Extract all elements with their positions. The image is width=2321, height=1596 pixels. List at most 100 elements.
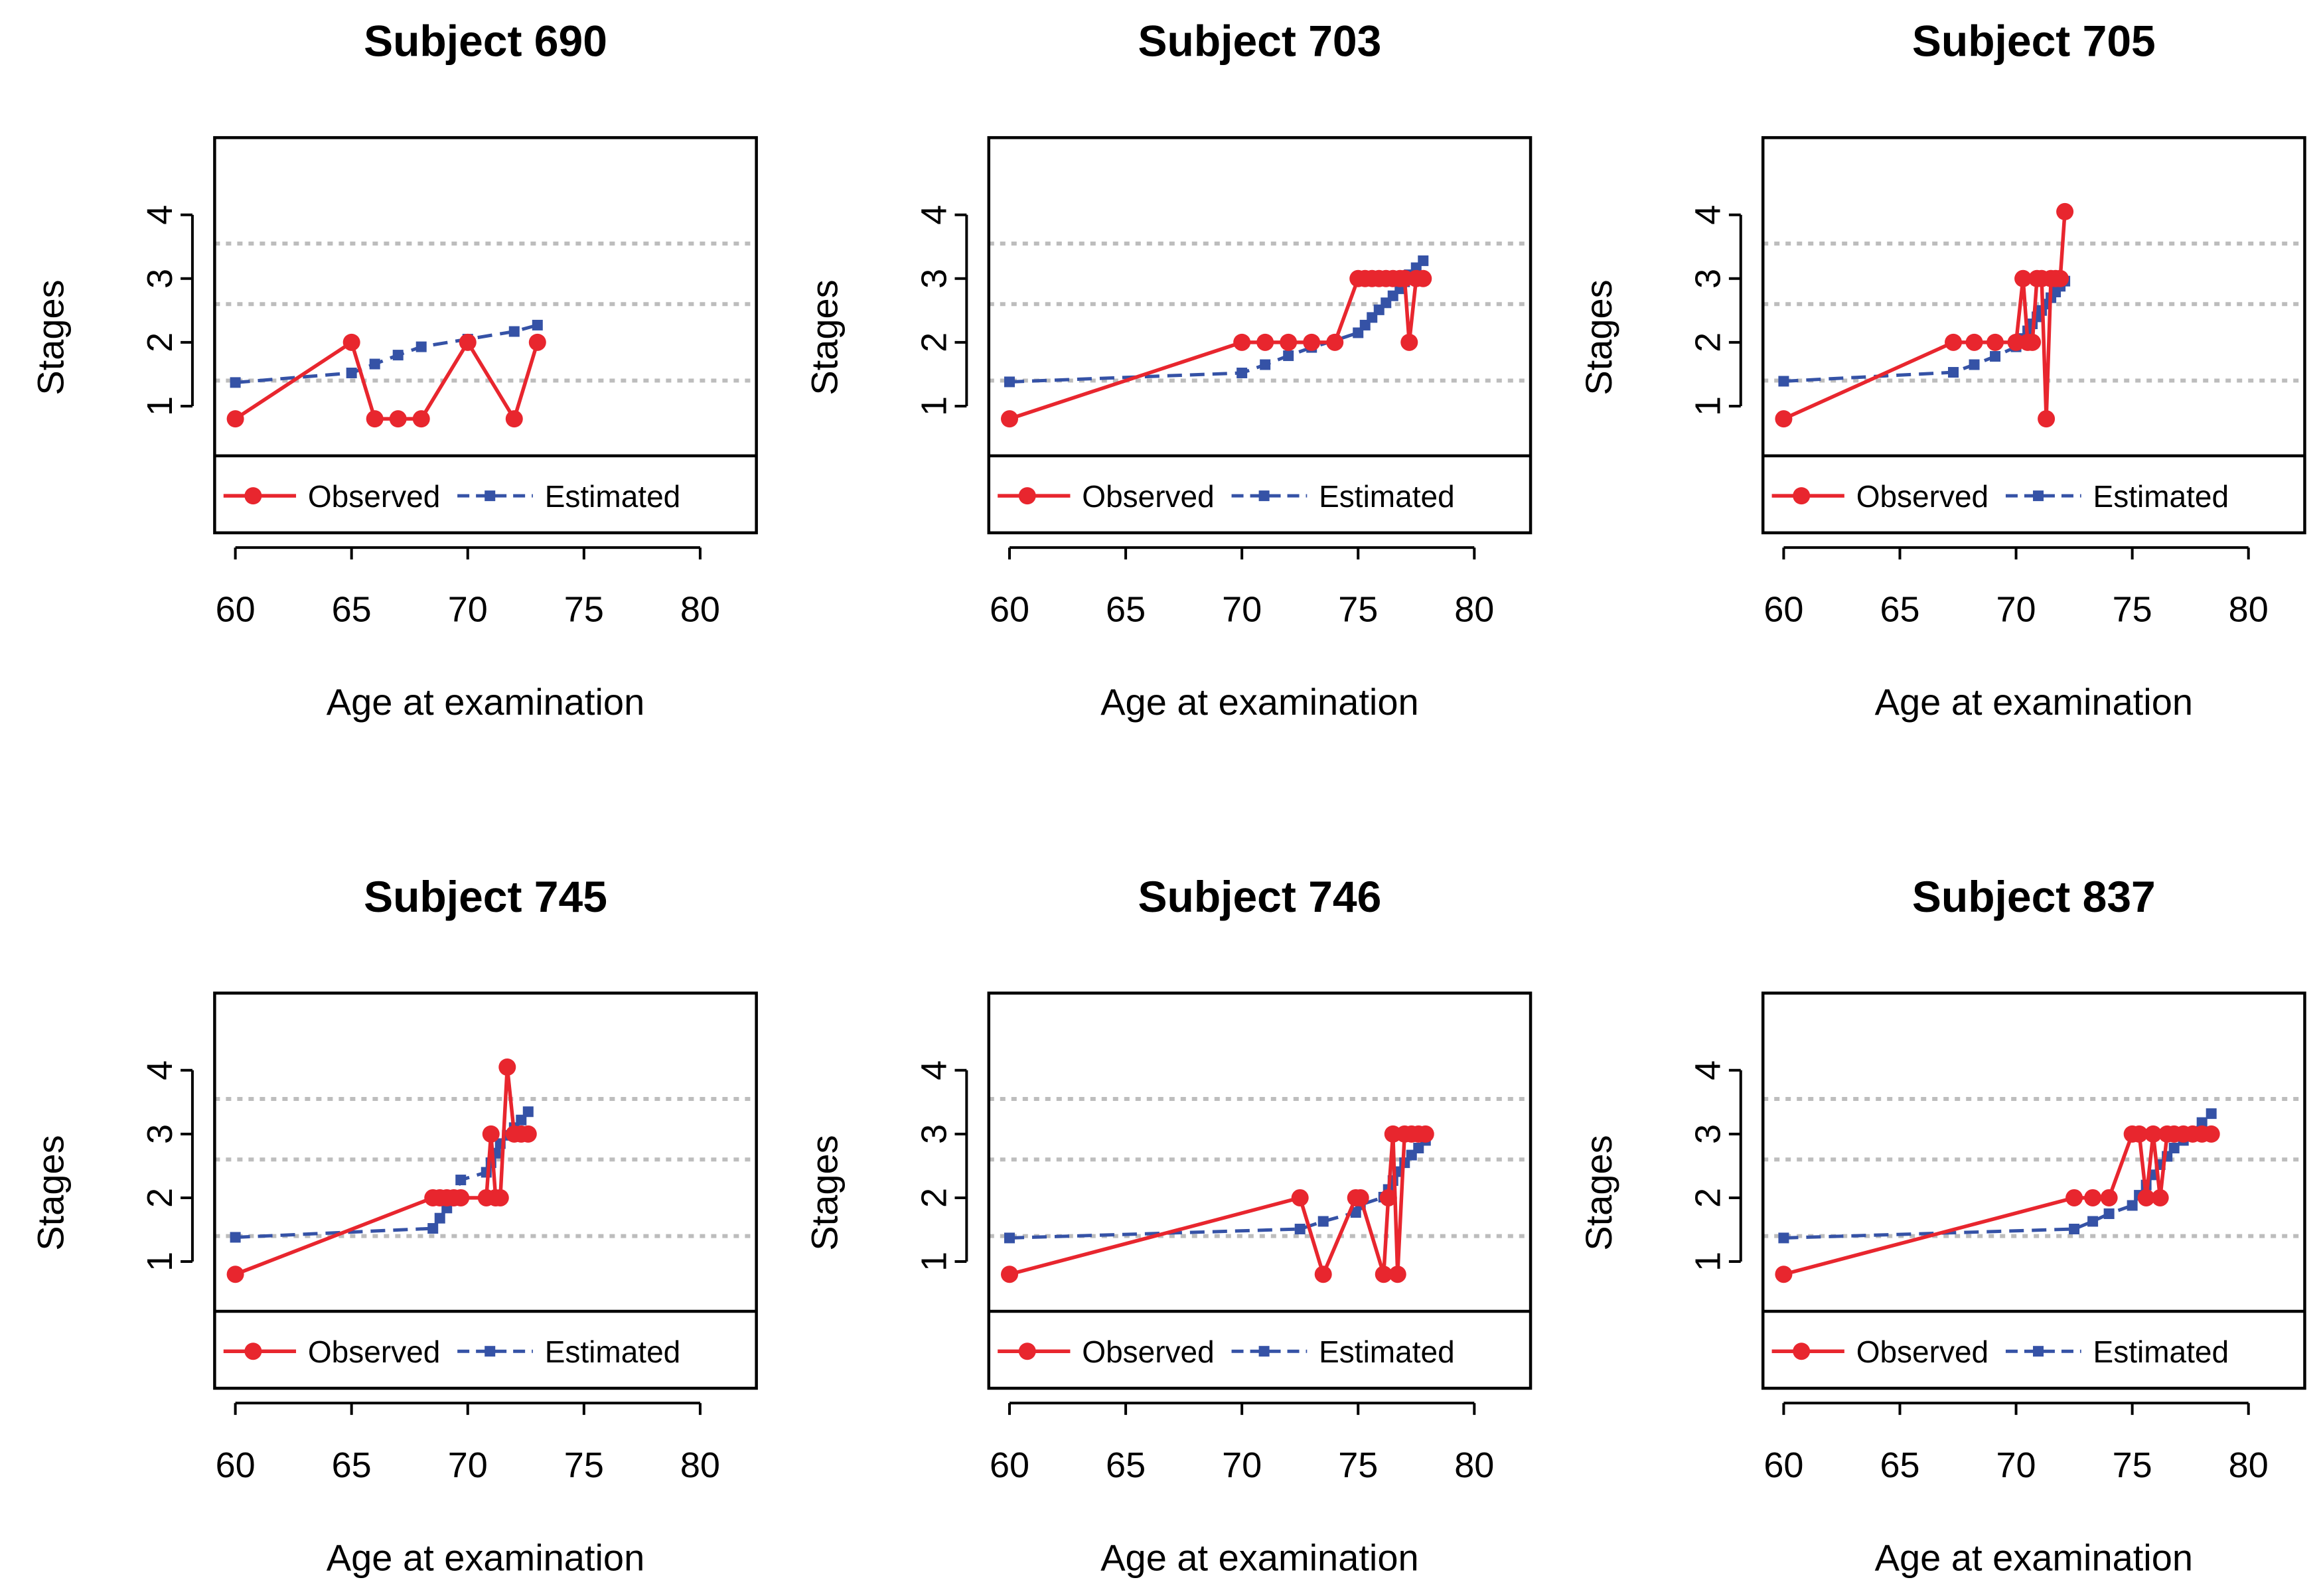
y-tick-label: 1 [914,1252,954,1271]
plot-frame [213,136,758,535]
estimated-point [1990,351,2001,362]
estimated-point [392,350,404,361]
observed-point [1400,333,1418,351]
y-tick-label: 4 [1688,205,1728,225]
observed-point [2202,1125,2220,1143]
estimated-point [415,341,427,352]
legend-observed-marker [244,487,262,505]
legend-estimated-marker [2033,1346,2044,1357]
estimated-point [369,358,380,370]
legend-estimated-label: Estimated [2093,1335,2229,1369]
x-tick-label: 75 [2113,590,2152,630]
observed-point [1416,1125,1434,1143]
observed-point [1775,410,1793,428]
x-axis-label: Age at examination [1875,681,2193,723]
x-tick-label: 70 [448,590,488,630]
estimated-point [2168,1143,2180,1154]
y-tick-label: 4 [140,1060,180,1080]
estimated-point [1418,255,1429,266]
legend-estimated-label: Estimated [1319,479,1455,514]
estimated-point [522,1106,534,1118]
estimated-line [1009,1139,1427,1240]
y-tick-label: 4 [914,1060,954,1080]
observed-point [412,410,430,428]
y-tick-label: 3 [914,1124,954,1144]
legend-observed-label: Observed [1856,1335,1988,1369]
estimated-point [230,1232,241,1243]
legend-observed-label: Observed [308,479,440,514]
subplot: Subject 746 Observed Estimated 60 65 70 75 80 Ag… [804,872,1533,1578]
legend-estimated-marker [1258,490,1270,502]
estimated-point [230,377,241,388]
estimated-point [1778,1232,1789,1244]
x-tick-label: 75 [564,1445,604,1485]
observed-point [1280,333,1298,351]
subplot: Subject 690 Observed Estimated 60 65 70 75 80 Ag… [29,17,758,723]
observed-point [2137,1189,2155,1206]
observed-point [1001,410,1019,428]
observed-point [2084,1189,2102,1206]
subplot: Subject 703 Observed Estimated 60 65 70 75 80 Ag… [804,17,1533,723]
legend-observed-marker [1793,487,1811,505]
observed-point [1256,333,1274,351]
y-tick-label: 2 [140,332,180,352]
x-axis-label: Age at examination [327,681,644,723]
x-tick-label: 65 [1106,1445,1146,1485]
legend-estimated-marker [1258,1346,1270,1357]
x-tick-label: 60 [216,1445,256,1485]
estimated-point [1948,367,1959,378]
observed-point [342,333,360,351]
y-tick-label: 3 [140,1124,180,1144]
y-tick-label: 3 [914,269,954,289]
observed-line [234,340,540,421]
observed-point [459,333,477,351]
estimated-point [2103,1208,2115,1219]
y-tick-label: 1 [1688,1252,1728,1271]
y-tick-label: 3 [1688,1124,1728,1144]
y-tick-label: 1 [140,1252,180,1271]
subplot: Subject 837 Observed Estimated 60 65 70 75 80 Ag… [1578,872,2306,1578]
y-tick-label: 4 [914,205,954,225]
observed-point [452,1189,470,1206]
y-tick-label: 4 [1688,1060,1728,1080]
estimated-point [2196,1117,2208,1128]
observed-point [2144,1125,2162,1143]
legend-observed-marker [1018,487,1036,505]
plot-frame [1761,991,2306,1390]
y-tick-label: 2 [1688,1188,1728,1208]
observed-point [2100,1189,2118,1206]
x-tick-label: 65 [1880,1445,1919,1485]
x-tick-label: 75 [1338,1445,1378,1485]
estimated-point [427,1223,439,1234]
chart-title: Subject 745 [364,872,607,921]
y-tick-label: 2 [140,1188,180,1208]
legend-observed-label: Observed [1856,479,1988,514]
x-tick-label: 75 [564,590,604,630]
estimated-point [1260,359,1271,370]
y-tick-label: 2 [1688,332,1728,352]
x-axis-label: Age at examination [1100,1536,1418,1578]
legend-estimated-label: Estimated [1319,1335,1455,1369]
observed-point [1945,333,1963,351]
observed-point [1388,1266,1406,1283]
y-axis-label: Stages [1578,279,1619,395]
estimated-point [1283,350,1294,362]
observed-point [2065,1189,2083,1206]
y-tick-label: 4 [140,205,180,225]
legend-estimated-label: Estimated [2093,479,2229,514]
observed-point [1303,333,1321,351]
chart-title: Subject 705 [1912,17,2156,66]
estimated-point [2127,1200,2138,1211]
observed-point [2014,269,2032,287]
observed-point [2151,1189,2169,1206]
x-tick-label: 80 [2229,1445,2269,1485]
estimated-point [1969,359,1980,370]
observed-point [1326,333,1344,351]
observed-point [1414,269,1432,287]
legend-observed-label: Observed [1082,1335,1214,1369]
x-tick-label: 70 [1996,1445,2036,1485]
observed-point [366,410,384,428]
plot-frame [213,991,758,1390]
estimated-point [1004,376,1015,388]
y-tick-label: 1 [914,396,954,416]
